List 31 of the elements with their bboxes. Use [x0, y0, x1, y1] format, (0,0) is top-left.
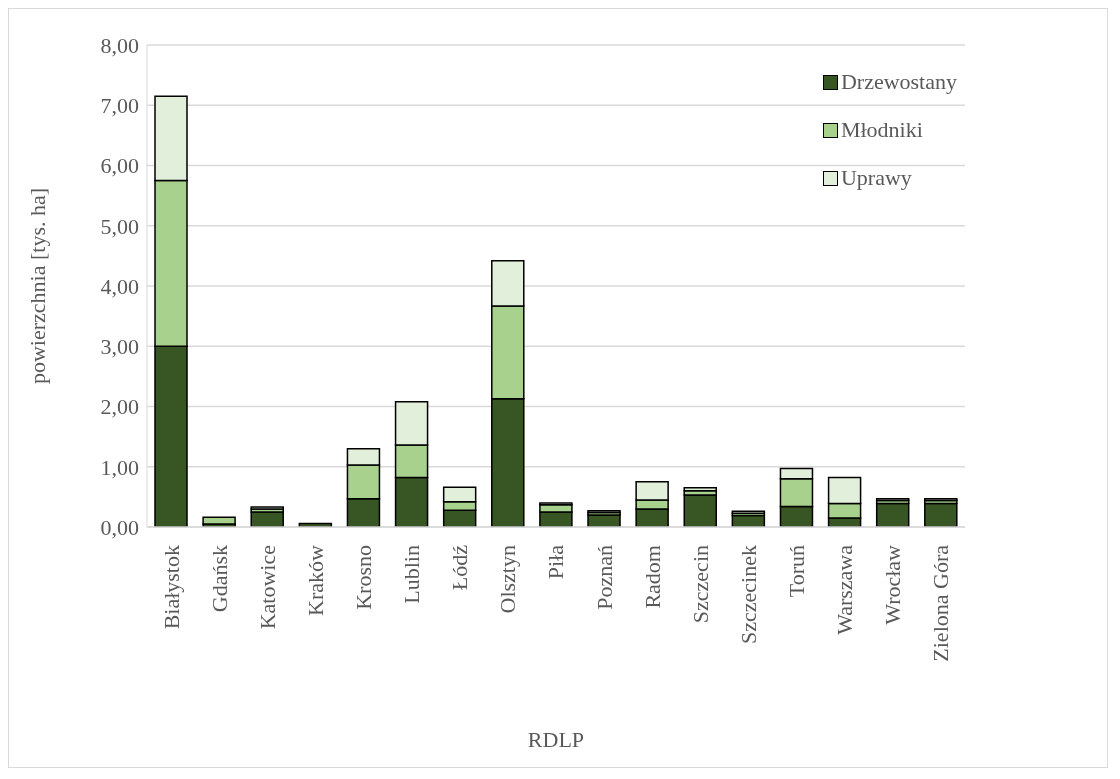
x-tick-label: Warszawa [832, 544, 858, 635]
x-tick-label: Olsztyn [495, 545, 521, 614]
x-axis-title: RDLP [527, 727, 585, 752]
x-tick-label: Poznań [591, 545, 617, 610]
x-tick-label: Kraków [302, 544, 328, 616]
x-tick-label: Katowice [254, 545, 280, 630]
y-tick-label: 2,00 [100, 394, 139, 420]
y-tick-label: 4,00 [100, 273, 139, 299]
x-tick-label: Białystok [158, 545, 184, 630]
legend-label: Uprawy [840, 165, 912, 191]
x-tick-label: Lublin [399, 545, 425, 604]
x-tick-label: Toruń [784, 545, 810, 598]
x-tick-label: Krosno [351, 545, 377, 610]
y-tick-label: 3,00 [100, 334, 139, 360]
y-tick-label: 6,00 [100, 153, 139, 179]
legend-label: Drzewostany [840, 69, 957, 95]
x-tick-label: Szczecin [687, 545, 713, 624]
y-tick-label: 8,00 [100, 32, 139, 58]
x-tick-label: Gdańsk [206, 545, 232, 613]
y-tick-label: 0,00 [100, 514, 139, 540]
y-tick-label: 5,00 [100, 213, 139, 239]
y-axis-title: powierzchnia [tys. ha] [24, 187, 50, 385]
legend-label: Młodniki [840, 117, 923, 143]
x-tick-label: Wrocław [880, 544, 906, 625]
x-tick-label: Zielona Góra [928, 544, 954, 662]
y-tick-label: 1,00 [100, 454, 139, 480]
y-tick-label: 7,00 [100, 93, 139, 119]
x-tick-label: Piła [543, 544, 569, 580]
x-tick-label: Radom [639, 545, 665, 609]
x-tick-label: Szczecinek [735, 545, 761, 644]
x-tick-label: Łódź [447, 544, 473, 591]
